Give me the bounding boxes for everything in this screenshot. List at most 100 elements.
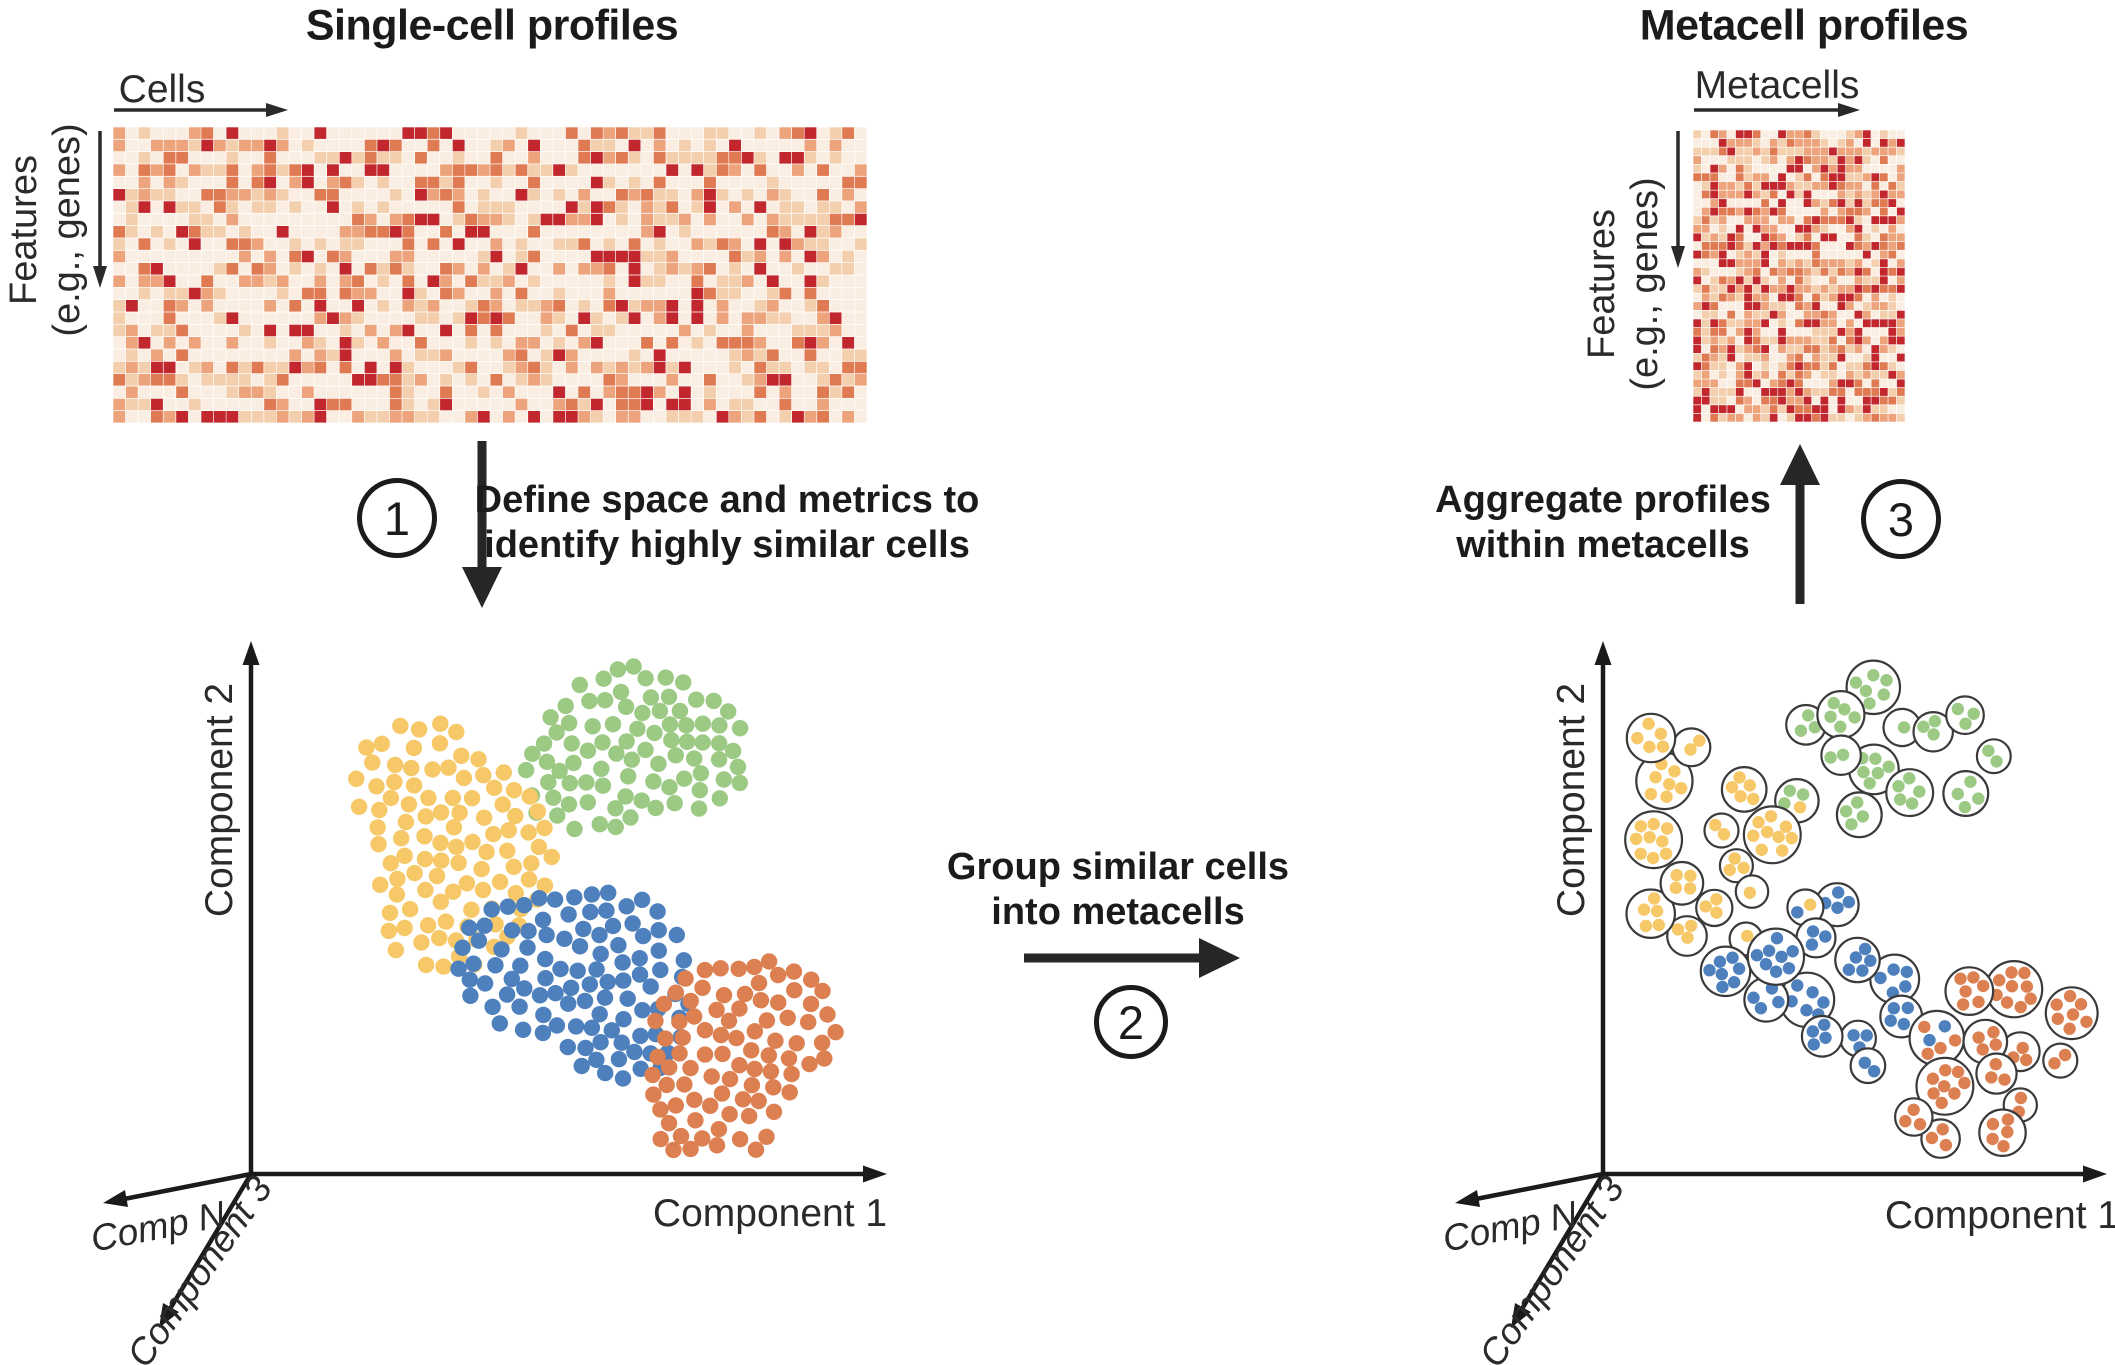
heatmap-cell (452, 263, 465, 275)
heatmap-cell (754, 287, 767, 300)
cell-dot-orange (696, 961, 714, 979)
heatmap-cell (1854, 379, 1863, 388)
heatmap-cell (1871, 216, 1880, 225)
heatmap-cell (251, 324, 264, 337)
heatmap-cell (553, 213, 566, 226)
heatmap-cell (1795, 379, 1803, 388)
heatmap-cell (239, 263, 251, 275)
cell-dot-blue (604, 917, 622, 935)
heatmap-cell (653, 300, 666, 312)
metacell-cell-dot (1827, 696, 1840, 710)
heatmap-cell (1829, 199, 1837, 207)
heatmap-cell (1769, 370, 1778, 379)
heatmap-cell (1896, 370, 1905, 379)
heatmap-cell (402, 238, 415, 250)
heatmap-cell (440, 250, 452, 263)
heatmap-cell (1896, 138, 1905, 147)
heatmap-cell (1744, 216, 1752, 225)
metacell (1942, 769, 1990, 817)
cell-dot-yellow (371, 801, 388, 819)
heatmap-cell (226, 398, 239, 411)
cell-dot-yellow (435, 958, 452, 975)
heatmap-cell (314, 287, 327, 300)
cell-dot-yellow (507, 885, 524, 902)
heatmap-cell (1761, 396, 1769, 405)
heatmap-cell (628, 361, 641, 374)
heatmap-cell (590, 374, 603, 386)
heatmap-cell (364, 139, 377, 152)
heatmap-cell (163, 374, 176, 386)
heatmap-cell (1846, 173, 1854, 182)
heatmap-cell (1710, 379, 1719, 388)
heatmap-cell (1761, 293, 1769, 302)
heatmap-cell (565, 312, 578, 324)
heatmap-cell (1744, 199, 1752, 207)
heatmap-cell (854, 152, 867, 164)
heatmap-cell (741, 152, 754, 164)
heatmap-cell (628, 238, 641, 250)
heatmap-cell (1871, 181, 1880, 190)
heatmap-cell (754, 176, 767, 189)
heatmap-cell (1752, 250, 1761, 259)
heatmap-cell (1710, 362, 1719, 371)
heatmap-cell (792, 324, 804, 337)
heatmap-cell (704, 312, 716, 324)
cell-dot-green (678, 717, 695, 734)
cell-dot-yellow (368, 778, 385, 795)
heatmap-cell (1896, 233, 1905, 242)
heatmap-cell (553, 300, 566, 312)
cell-dot-yellow (440, 759, 457, 776)
heatmap-cell (641, 152, 653, 164)
cell-dot-yellow (494, 796, 511, 813)
heatmap-cell (188, 263, 201, 275)
heatmap-cell (628, 189, 641, 201)
metacell-cell-dot (1863, 777, 1876, 790)
heatmap-cell (1871, 276, 1880, 285)
heatmap-cell (1862, 370, 1871, 379)
heatmap-cell (628, 275, 641, 287)
cell-dot-orange (786, 982, 803, 999)
heatmap-cell (1735, 353, 1744, 362)
heatmap-cell (792, 374, 804, 386)
heatmap-cell (1693, 224, 1702, 233)
heatmap-cell (1701, 130, 1710, 139)
heatmap-cell (1701, 345, 1710, 353)
heatmap-cell (1752, 388, 1761, 396)
metacell (1944, 966, 1995, 1016)
cell-dot-blue (514, 1021, 532, 1038)
heatmap-cell (1778, 207, 1786, 216)
heatmap-cell (704, 189, 716, 201)
heatmap-cell (163, 139, 176, 152)
heatmap-cell (1761, 181, 1769, 190)
heatmap-cell (792, 238, 804, 250)
heatmap-cell (616, 189, 628, 201)
heatmap-cell (1795, 327, 1803, 336)
cell-dot-green (667, 747, 684, 764)
heatmap-cell (779, 374, 792, 386)
heatmap-cell (113, 287, 126, 300)
heatmap-cell (1888, 388, 1897, 396)
cell-dot-yellow (536, 877, 554, 894)
metacell-cell-dot (1772, 830, 1785, 844)
heatmap-cell (289, 226, 302, 238)
heatmap-cell (1693, 242, 1702, 250)
heatmap-cell (440, 189, 452, 201)
heatmap-cell (754, 139, 767, 152)
heatmap-cell (1744, 130, 1752, 139)
heatmap-cell (251, 226, 264, 238)
cell-dot-orange (765, 1103, 783, 1121)
heatmap-cell (1769, 267, 1778, 276)
metacell-cell-dot (1864, 954, 1877, 967)
heatmap-cell (1744, 413, 1752, 422)
heatmap-cell (616, 176, 628, 189)
heatmap-cell (1744, 276, 1752, 285)
cell-dot-green (557, 697, 574, 715)
heatmap-cell (301, 139, 314, 152)
heatmap-cell (1710, 164, 1719, 173)
heatmap-cell (427, 287, 440, 300)
heatmap-cell (1837, 284, 1846, 293)
metacell-cell-dot (1710, 906, 1723, 919)
heatmap-cell (804, 250, 817, 263)
heatmap-cell (251, 127, 264, 139)
heatmap-cell (188, 386, 201, 398)
